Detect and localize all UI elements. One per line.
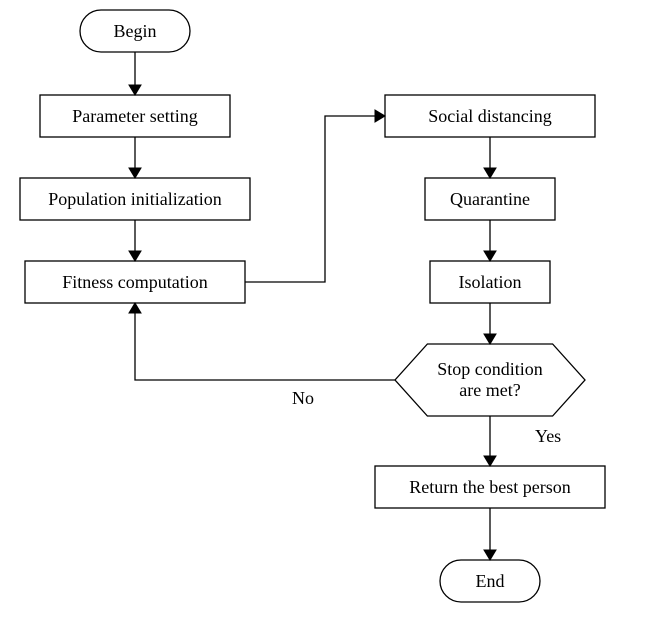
- arrowhead-isolation-to-stopcond: [484, 334, 496, 344]
- node-begin: [80, 10, 190, 52]
- edge-fitness-to-social: [245, 116, 375, 282]
- node-param: [40, 95, 230, 137]
- arrowhead-social-to-quarantine: [484, 168, 496, 178]
- arrowhead-param-to-popinit: [129, 168, 141, 178]
- arrowhead-popinit-to-fitness: [129, 251, 141, 261]
- node-isolation: [430, 261, 550, 303]
- edge-stopcond-to-fitness: [135, 313, 395, 380]
- flowchart-canvas: [0, 0, 646, 625]
- node-social: [385, 95, 595, 137]
- arrowhead-return-to-end: [484, 550, 496, 560]
- node-stopcond: [395, 344, 585, 416]
- node-quarantine: [425, 178, 555, 220]
- node-end: [440, 560, 540, 602]
- node-return: [375, 466, 605, 508]
- node-fitness: [25, 261, 245, 303]
- arrowhead-begin-to-param: [129, 85, 141, 95]
- arrowhead-stopcond-to-fitness: [129, 303, 141, 313]
- arrowhead-quarantine-to-isolation: [484, 251, 496, 261]
- node-popinit: [20, 178, 250, 220]
- arrowhead-fitness-to-social: [375, 110, 385, 122]
- arrowhead-stopcond-to-return: [484, 456, 496, 466]
